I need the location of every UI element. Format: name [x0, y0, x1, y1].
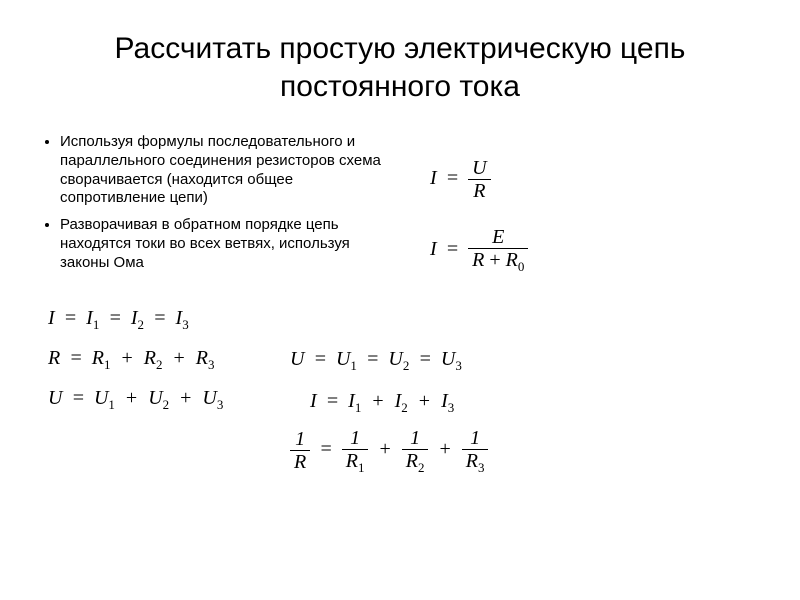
formula-u-parallel: U = U1 = U2 = U3	[290, 343, 488, 377]
parallel-formulas: U = U1 = U2 = U3 I = I1 + I2 + I3 1 R = …	[290, 335, 488, 483]
formula-ohm-full: I = E R + R0	[430, 226, 760, 274]
ohm-formulas: I = U R I = E R + R0	[430, 157, 760, 274]
bullet-list: Используя формулы последовательного и па…	[40, 133, 400, 272]
formula-invr-parallel: 1 R = 1 R1 + 1 R2 + 1 R3	[290, 427, 488, 475]
formula-i-parallel: I = I1 + I2 + I3	[310, 385, 488, 419]
slide-title: Рассчитать простую электрическую цепь по…	[40, 30, 760, 105]
bullet-item: Разворачивая в обратном порядке цепь нах…	[60, 216, 400, 272]
formula-i-series: I = I1 = I2 = I3	[48, 302, 400, 336]
formula-ohm-simple: I = U R	[430, 157, 760, 202]
bullet-item: Используя формулы последовательного и па…	[60, 133, 400, 208]
